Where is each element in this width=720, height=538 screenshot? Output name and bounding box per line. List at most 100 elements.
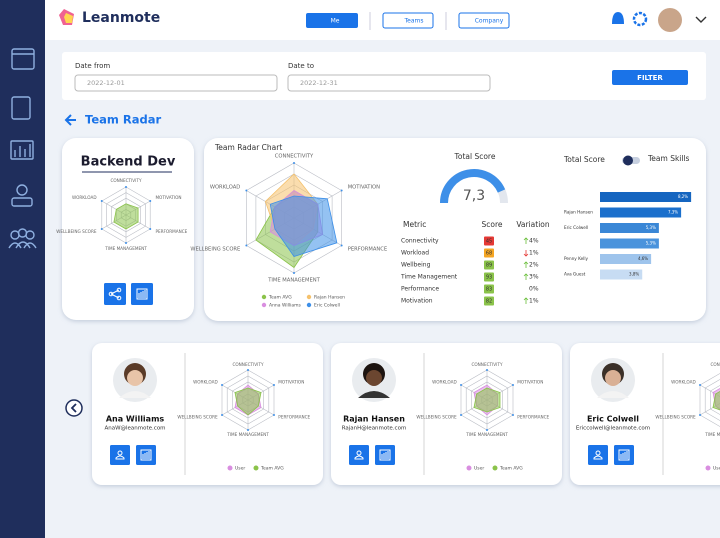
bar — [600, 238, 659, 249]
nav-team[interactable] — [16, 184, 28, 196]
bar-category: Rajan Hansen — [564, 210, 593, 215]
button-label: FILTER — [637, 74, 663, 82]
chart-button[interactable] — [614, 445, 634, 465]
icon — [595, 450, 601, 456]
axis-dot — [221, 414, 224, 416]
axis-dot — [293, 162, 295, 164]
legend-label: User — [713, 466, 720, 472]
legend-swatch — [253, 465, 259, 471]
bar-label: 7,3% — [668, 210, 678, 215]
axis-dot — [247, 369, 249, 371]
sidebar — [0, 0, 45, 538]
axis-dot — [125, 186, 127, 188]
member-email: Ericcolwell@leanmote.com — [576, 426, 650, 432]
axis-label: WELLBEING SCORE — [56, 229, 97, 234]
tab-me[interactable] — [306, 13, 358, 28]
icon — [593, 455, 603, 460]
score-badge — [484, 296, 494, 306]
trend-arrow — [523, 273, 529, 280]
metric-score: 93 — [486, 275, 492, 281]
legend-label: Anna Williams — [269, 303, 301, 309]
axis-dot — [699, 414, 702, 416]
legend-swatch — [261, 294, 267, 300]
axis-label: CONNECTIVITY — [110, 178, 142, 183]
metric-variation: 2% — [529, 262, 539, 269]
input-value: 2022-12-01 — [87, 79, 125, 87]
metric-name: Connectivity — [401, 238, 439, 245]
bar — [600, 254, 652, 264]
avatar-body — [119, 391, 151, 398]
axis-dot — [486, 369, 488, 371]
notifications[interactable] — [612, 12, 624, 24]
metric-name: Workload — [401, 250, 429, 257]
axis-dot — [245, 189, 248, 192]
date-to-input[interactable] — [287, 74, 491, 92]
axis-label: WELLBEING SCORE — [416, 415, 457, 420]
legend-label: User — [474, 466, 484, 472]
axis-label: WORKLOAD — [671, 380, 696, 385]
tab-company[interactable] — [458, 12, 510, 29]
sidebar-icons — [8, 48, 37, 249]
bar — [600, 192, 692, 202]
score-value: 7,3 — [463, 188, 485, 204]
nav-charts[interactable] — [10, 140, 34, 160]
axis-label: CONNECTIVITY — [471, 362, 503, 367]
share-button[interactable] — [104, 283, 126, 305]
filter-button[interactable] — [612, 70, 688, 85]
bar-label: 5,3% — [646, 241, 656, 246]
nav-dashboard[interactable] — [11, 48, 35, 70]
metric-name: Motivation — [401, 298, 433, 305]
icon — [379, 449, 391, 461]
score-badge — [484, 248, 494, 258]
axis-label: WORKLOAD — [432, 380, 457, 385]
user-avatar[interactable] — [658, 8, 682, 32]
chart-button[interactable] — [136, 445, 156, 465]
icon — [136, 288, 148, 300]
icon — [117, 450, 123, 456]
input-value: 2022-12-31 — [300, 79, 338, 87]
toggle-label: Team Skills — [647, 154, 690, 163]
axis-label: TIME MANAGEMENT — [226, 432, 269, 437]
table-header: Variation — [516, 220, 550, 229]
axis-dot — [340, 189, 343, 192]
axis-label: WELLBEING SCORE — [177, 415, 218, 420]
axis-dot — [460, 414, 463, 416]
bar-category: Ava Guest — [564, 272, 586, 277]
table-header: Metric — [403, 220, 426, 229]
bar-label: 8,2% — [678, 194, 688, 199]
chart-title: Team Radar Chart — [214, 143, 282, 152]
axis-dot — [460, 384, 463, 386]
tab-teams[interactable] — [382, 12, 434, 29]
label: Date to — [288, 62, 314, 70]
legend-label: Eric Colwell — [314, 303, 340, 309]
member-name: Eric Colwell — [587, 415, 639, 424]
axis-label: TIME MANAGEMENT — [104, 246, 147, 251]
axis-dot — [125, 242, 127, 244]
icon — [354, 455, 364, 460]
date-from-input[interactable] — [74, 74, 278, 92]
icon — [140, 449, 152, 461]
metric-name: Wellbeing — [401, 262, 431, 269]
settings[interactable] — [632, 11, 648, 27]
axis-dot — [699, 384, 702, 386]
axis-label: MOTIVATION — [517, 380, 543, 385]
radar-area — [269, 195, 338, 257]
trend-arrow — [523, 237, 529, 244]
chart-button[interactable] — [375, 445, 395, 465]
axis-label: WELLBEING SCORE — [655, 415, 696, 420]
axis-dot — [486, 429, 488, 431]
metric-variation: 4% — [529, 238, 539, 245]
chart-button[interactable] — [131, 283, 153, 305]
member-email: RajanH@leanmote.com — [342, 426, 407, 432]
icon — [116, 287, 122, 293]
nav-reports[interactable] — [11, 96, 31, 120]
icon — [116, 295, 122, 301]
member-email: AnaW@leanmote.com — [104, 426, 165, 432]
score-title: Total Score — [454, 152, 496, 161]
metric-score: 83 — [486, 287, 492, 293]
prev-button[interactable] — [65, 399, 83, 417]
back-arrow[interactable] — [64, 114, 76, 126]
menu-chevron[interactable] — [695, 16, 707, 23]
trend-arrow — [523, 297, 529, 304]
